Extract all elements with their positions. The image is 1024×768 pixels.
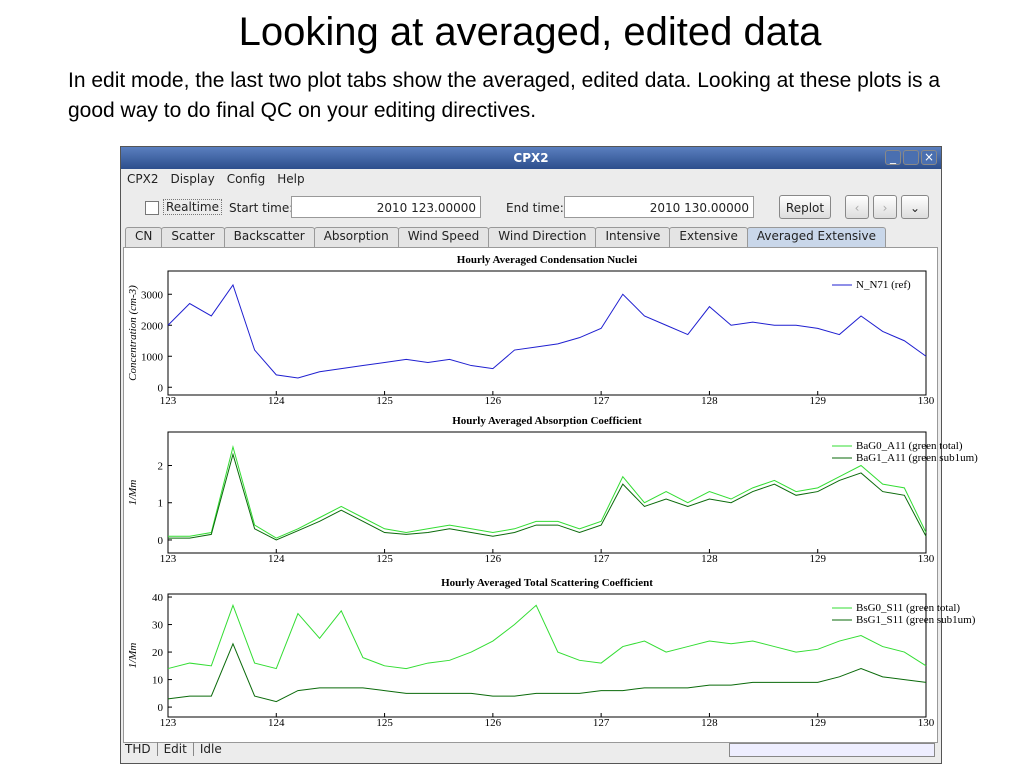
slide-title: Looking at averaged, edited data <box>238 10 822 54</box>
x-tick-label: 125 <box>376 553 393 565</box>
y-axis-label: 1/Mm <box>127 643 139 669</box>
x-tick-label: 123 <box>160 717 177 729</box>
end-field[interactable]: 2010 130.00000 <box>564 196 754 218</box>
window-title: CPX2 <box>121 147 941 169</box>
series-line <box>168 452 927 541</box>
y-axis-label: Concentration (cm-3) <box>127 285 139 381</box>
x-tick-label: 130 <box>918 717 935 729</box>
x-tick-label: 129 <box>809 717 826 729</box>
start-field[interactable]: 2010 123.00000 <box>291 196 481 218</box>
tab[interactable]: Intensive <box>595 227 671 248</box>
replot-button[interactable]: Replot <box>779 195 831 219</box>
prev-button[interactable]: ‹ <box>845 195 869 219</box>
y-tick-label: 40 <box>152 592 164 604</box>
x-tick-label: 125 <box>376 717 393 729</box>
x-tick-label: 125 <box>376 395 393 407</box>
legend-label: BsG1_S11 (green sub1um) <box>856 614 976 626</box>
x-tick-label: 127 <box>593 717 610 729</box>
tab[interactable]: Averaged Extensive <box>746 227 886 248</box>
y-tick-label: 3000 <box>141 289 164 301</box>
x-tick-label: 123 <box>160 395 177 407</box>
chart-title: Hourly Averaged Total Scattering Coeffic… <box>441 577 653 589</box>
tab[interactable]: Wind Direction <box>488 227 597 248</box>
x-tick-label: 126 <box>485 553 502 565</box>
x-tick-label: 126 <box>485 717 502 729</box>
separator <box>192 742 194 756</box>
x-tick-label: 127 <box>593 395 610 407</box>
tab[interactable]: Extensive <box>669 227 748 248</box>
x-tick-label: 124 <box>268 717 285 729</box>
y-tick-label: 1000 <box>141 351 164 363</box>
x-tick-label: 124 <box>268 395 285 407</box>
menu-item[interactable]: CPX2 <box>127 172 159 186</box>
legend-label: BsG0_S11 (green total) <box>856 602 960 614</box>
x-tick-label: 123 <box>160 553 177 565</box>
next-button[interactable]: › <box>873 195 897 219</box>
x-tick-label: 128 <box>701 395 718 407</box>
menu-item[interactable]: Config <box>226 172 266 186</box>
slide-body: In edit mode, the last two plot tabs sho… <box>68 69 941 122</box>
progress-bar <box>729 743 935 757</box>
separator <box>156 742 158 756</box>
tab[interactable]: Backscatter <box>223 227 315 248</box>
x-tick-label: 128 <box>701 717 718 729</box>
x-tick-label: 130 <box>918 395 935 407</box>
tab-bar: CN Scatter Backscatter Absorption Wind Speed… <box>125 227 886 248</box>
menu-item[interactable]: Display <box>170 172 215 186</box>
x-tick-label: 129 <box>809 553 826 565</box>
y-tick-label: 10 <box>152 675 164 687</box>
realtime-checkbox[interactable] <box>145 201 159 215</box>
y-tick-label: 0 <box>158 382 164 394</box>
y-tick-label: 2 <box>158 461 164 473</box>
plot-area <box>167 431 927 554</box>
close-button[interactable]: × <box>921 150 937 165</box>
window-controls: _ × <box>885 150 937 165</box>
minimize-button[interactable]: _ <box>885 150 901 165</box>
y-tick-label: 20 <box>152 647 164 659</box>
legend-label: BaG1_A11 (green sub1um) <box>856 452 978 464</box>
start-label: Start time: <box>229 201 294 215</box>
end-label: End time: <box>506 201 564 215</box>
x-tick-label: 130 <box>918 553 935 565</box>
status-item: THD <box>125 742 151 756</box>
y-tick-label: 2000 <box>141 320 164 332</box>
y-tick-label: 1 <box>158 498 164 510</box>
chart-title: Hourly Averaged Condensation Nuclei <box>457 254 637 266</box>
plot-area <box>167 270 927 396</box>
legend-label: N_N71 (ref) <box>856 279 911 291</box>
series-line <box>167 603 927 670</box>
chart-title: Hourly Averaged Absorption Coefficient <box>452 415 642 427</box>
menu-bar: CPX2 Display Config Help <box>127 172 305 186</box>
x-tick-label: 124 <box>268 553 285 565</box>
status-bar: THD Edit Idle <box>125 742 222 756</box>
dropdown-button[interactable]: ⌄ <box>901 195 929 219</box>
y-tick-label: 0 <box>158 535 164 547</box>
status-item: Edit <box>163 742 187 756</box>
x-tick-label: 127 <box>593 553 610 565</box>
series-line <box>168 444 927 539</box>
x-tick-label: 126 <box>485 395 502 407</box>
realtime-label[interactable]: Realtime <box>163 199 222 215</box>
menu-item[interactable]: Help <box>277 172 305 186</box>
series-line <box>167 283 927 379</box>
y-tick-label: 30 <box>152 620 164 632</box>
x-tick-label: 129 <box>809 395 826 407</box>
tab[interactable]: Scatter <box>161 227 225 248</box>
series-line <box>167 642 927 703</box>
plot-area <box>167 593 927 718</box>
y-tick-label: 0 <box>158 702 164 714</box>
legend-label: BaG0_A11 (green total) <box>856 440 963 452</box>
tab[interactable]: Wind Speed <box>397 227 490 248</box>
maximize-button[interactable] <box>903 150 919 165</box>
y-axis-label: 1/Mm <box>127 480 139 506</box>
x-tick-label: 128 <box>701 553 718 565</box>
status-item: Idle <box>199 742 222 756</box>
